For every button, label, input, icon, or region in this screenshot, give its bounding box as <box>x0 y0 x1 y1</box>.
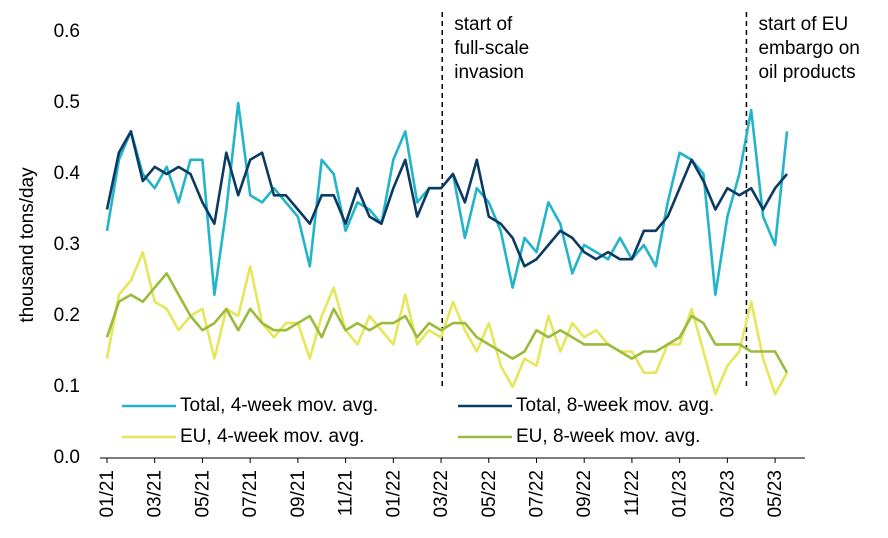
x-tick-label: 03/22 <box>431 470 452 518</box>
x-tick-label: 05/22 <box>479 470 500 518</box>
y-tick-label: 0.2 <box>54 305 80 326</box>
annotation: invasion <box>454 62 524 83</box>
series-line <box>105 130 788 268</box>
legend-label: Total, 8-week mov. avg. <box>516 395 714 416</box>
x-tick-label: 03/23 <box>717 470 738 518</box>
annotation: full-scale <box>454 38 529 59</box>
annotation: oil products <box>758 62 855 83</box>
legend-label: Total, 4-week mov. avg. <box>180 395 378 416</box>
x-tick-label: 01/21 <box>97 470 118 518</box>
y-tick-label: 0.1 <box>54 376 80 397</box>
annotation: embargo on <box>758 38 859 59</box>
annotation: start of <box>454 14 513 35</box>
legend-label: EU, 8-week mov. avg. <box>516 426 700 447</box>
y-axis-label: thousand tons/day <box>17 167 38 323</box>
x-tick-label: 01/23 <box>670 470 691 518</box>
annotation: start of EU <box>758 14 848 35</box>
y-tick-label: 0.4 <box>54 163 81 184</box>
legend-label: EU, 4-week mov. avg. <box>180 426 364 447</box>
x-tick-label: 11/21 <box>336 470 357 516</box>
y-tick-label: 0.0 <box>54 447 80 468</box>
x-tick-label: 01/22 <box>383 470 404 518</box>
y-tick-label: 0.3 <box>54 234 80 255</box>
x-tick-label: 11/22 <box>622 470 643 516</box>
x-tick-label: 07/21 <box>240 470 261 518</box>
x-tick-label: 05/21 <box>192 470 213 518</box>
x-tick-label: 09/21 <box>288 470 309 518</box>
y-tick-label: 0.6 <box>54 21 80 42</box>
x-tick-label: 09/22 <box>574 470 595 518</box>
x-tick-label: 03/21 <box>145 470 166 518</box>
series-line <box>105 272 789 374</box>
series-line <box>105 101 789 296</box>
x-tick-label: 05/23 <box>765 470 786 518</box>
y-tick-label: 0.5 <box>54 92 80 113</box>
x-tick-label: 07/22 <box>526 470 547 518</box>
series-line <box>105 250 789 396</box>
